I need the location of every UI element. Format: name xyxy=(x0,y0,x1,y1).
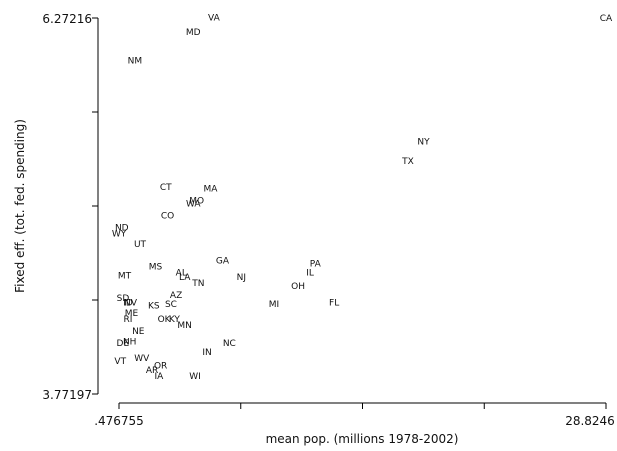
point-ms: MS xyxy=(149,262,163,272)
x-axis: .476755 28.8246 mean pop. (millions 1978… xyxy=(94,402,615,446)
point-co: CO xyxy=(161,211,174,221)
x-axis-title: mean pop. (millions 1978-2002) xyxy=(266,432,459,446)
point-de: DE xyxy=(117,339,130,349)
x-tick-label-min: .476755 xyxy=(94,414,144,428)
x-axis-ticks xyxy=(118,403,607,409)
y-tick-label-min: 3.77197 xyxy=(42,388,92,402)
point-vt: VT xyxy=(114,357,126,367)
point-nc: NC xyxy=(223,339,236,349)
point-mn: MN xyxy=(177,321,192,331)
point-tx: TX xyxy=(401,157,414,167)
point-ar: AR xyxy=(146,366,158,376)
point-in: IN xyxy=(202,348,211,358)
point-ma: MA xyxy=(203,184,218,194)
point-fl: FL xyxy=(329,299,339,309)
point-va: VA xyxy=(208,13,221,23)
point-mt: MT xyxy=(118,271,132,281)
point-ct: CT xyxy=(160,183,172,193)
point-nm: NM xyxy=(128,56,143,66)
point-ny: NY xyxy=(417,138,430,148)
point-ca: CA xyxy=(600,14,613,24)
point-ga: GA xyxy=(216,256,230,266)
point-ia: IA xyxy=(155,372,165,382)
point-oh: OH xyxy=(291,282,305,292)
point-id: ID xyxy=(123,299,133,309)
point-la: LA xyxy=(179,273,191,283)
point-il: IL xyxy=(306,268,314,278)
x-tick-label-max: 28.8246 xyxy=(565,414,615,428)
point-ne: NE xyxy=(132,327,145,337)
point-me: ME xyxy=(125,309,139,319)
point-sc: SC xyxy=(165,300,177,310)
point-sd: SD xyxy=(117,294,130,304)
y-axis: 6.27216 3.77197 Fixed eff. (tot. fed. sp… xyxy=(13,12,99,402)
point-ok: OK xyxy=(158,315,172,325)
point-az: AZ xyxy=(170,291,182,301)
point-mi: MI xyxy=(269,300,279,310)
point-nv: NV xyxy=(124,299,138,309)
point-pa: PA xyxy=(310,259,322,269)
point-ks: KS xyxy=(148,302,160,312)
point-nj: NJ xyxy=(237,273,246,283)
point-wa: WA xyxy=(186,199,201,209)
point-nh: NH xyxy=(123,338,137,348)
point-wv: WV xyxy=(134,354,150,364)
point-md: MD xyxy=(186,28,201,38)
y-tick-label-max: 6.27216 xyxy=(42,12,92,26)
point-ut: UT xyxy=(134,240,147,250)
point-wi: WI xyxy=(189,372,201,382)
y-axis-title: Fixed eff. (tot. fed. spending) xyxy=(13,119,27,293)
y-axis-ticks xyxy=(92,17,98,395)
point-mo: MO xyxy=(189,196,204,206)
point-ri: RI xyxy=(124,315,133,325)
point-al: AL xyxy=(176,268,187,278)
point-or: OR xyxy=(154,362,167,372)
point-wy: WY xyxy=(112,229,127,239)
point-nd: ND xyxy=(115,223,129,233)
point-tn: TN xyxy=(191,279,204,289)
point-ky: KY xyxy=(169,315,181,325)
